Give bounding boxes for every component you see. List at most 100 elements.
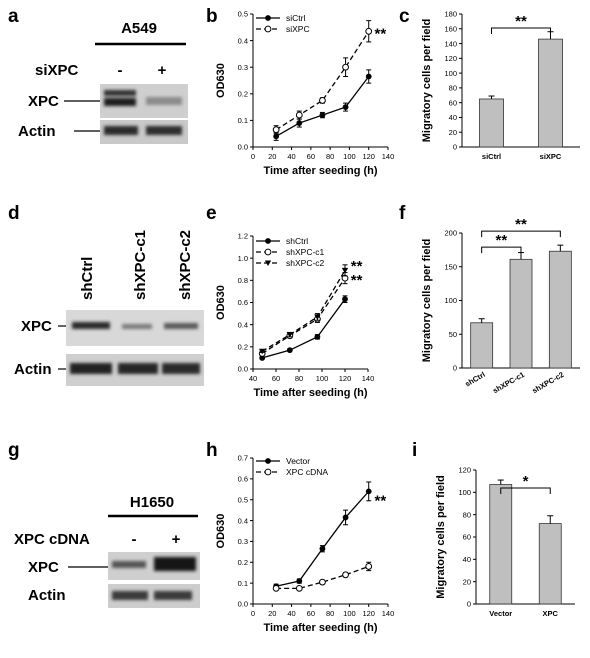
panel-letter-c: c xyxy=(399,6,410,27)
x-tick-label: 20 xyxy=(268,152,276,161)
legend-label: siXPC xyxy=(286,24,310,34)
data-point-3 xyxy=(341,267,349,274)
significance-mark: ** xyxy=(351,258,363,275)
x-axis-title: Time after seeding (h) xyxy=(253,387,367,399)
blot-bands-actin-a xyxy=(104,126,182,135)
blot-bands-xpc-g xyxy=(112,557,196,571)
significance-bracket xyxy=(481,230,561,238)
data-point-2 xyxy=(319,112,326,118)
data-point-3 xyxy=(342,104,349,110)
y-tick-label: 120 xyxy=(458,466,471,475)
y-tick-label: 0.0 xyxy=(238,365,248,374)
x-tick-label: shCtrl xyxy=(463,370,486,389)
x-tick-label: 60 xyxy=(272,374,280,383)
y-tick-label: 20 xyxy=(449,128,457,137)
series-shxpc-c2 xyxy=(259,264,349,355)
bar-shctrl xyxy=(470,322,494,369)
legend-entry-0: Vector xyxy=(256,456,310,466)
x-tick-label: 120 xyxy=(362,152,375,161)
data-point-0 xyxy=(259,348,266,355)
data-point-4 xyxy=(365,488,372,495)
series-xpc-cdna xyxy=(272,561,373,592)
y-tick-label: 180 xyxy=(444,10,457,19)
x-tick-label: 120 xyxy=(339,374,352,383)
y-tick-label: 140 xyxy=(444,39,457,48)
y-tick-label: 0.5 xyxy=(238,495,248,504)
data-point-legend xyxy=(264,25,272,33)
data-point-legend xyxy=(264,248,272,256)
bar-shxpc-c1 xyxy=(509,258,533,369)
y-tick-label: 1.0 xyxy=(238,254,248,263)
lane-label-d-3: shXPC-c2 xyxy=(177,230,194,300)
y-tick-label: 0.4 xyxy=(238,320,248,329)
y-tick-label: 150 xyxy=(444,262,457,271)
x-axis-title: Time after seeding (h) xyxy=(263,622,377,634)
significance-mark: ** xyxy=(495,232,507,249)
series-line xyxy=(261,270,346,352)
data-point-4 xyxy=(365,27,373,35)
panel-g-western-blot: g H1650 XPC cDNA - + XPC Actin xyxy=(8,440,200,608)
y-axis-title: OD630 xyxy=(215,285,227,320)
lane-mark-a-2: + xyxy=(158,62,167,79)
chart-f-migration-shxpc: 0 50 100 150 200 Migratory cells per field shC… xyxy=(421,216,580,395)
data-point-legend xyxy=(265,458,271,464)
x-tick-label: 140 xyxy=(382,152,395,161)
x-tick-label: 0 xyxy=(251,152,255,161)
data-point-3 xyxy=(342,514,349,521)
legend-entry-0: siCtrl xyxy=(256,13,305,23)
y-tick-label: 100 xyxy=(458,488,471,497)
data-point-1 xyxy=(286,332,293,338)
y-tick-label: 200 xyxy=(444,229,457,238)
blot-label-xpc-a: XPC xyxy=(28,93,59,110)
series-vector xyxy=(273,481,372,590)
y-tick-label: 0.7 xyxy=(238,454,248,463)
significance-mark: ** xyxy=(375,26,387,43)
y-tick-label: 20 xyxy=(463,577,471,586)
significance-bracket xyxy=(491,27,551,34)
x-tick-label: 140 xyxy=(382,609,395,618)
x-tick-label: Vector xyxy=(489,609,512,618)
x-tick-label: 0 xyxy=(251,609,255,618)
y-axis-title: Migratory cells per field xyxy=(421,19,433,142)
y-tick-label: 0.4 xyxy=(238,516,248,525)
series-line xyxy=(275,30,370,131)
data-point-0 xyxy=(272,126,280,134)
blot-label-xpc-g: XPC xyxy=(28,559,59,576)
lane-label-d-1: shCtrl xyxy=(79,257,96,300)
data-point-1 xyxy=(286,347,293,354)
x-tick-label: siXPC xyxy=(540,152,562,161)
y-tick-label: 0.6 xyxy=(238,298,248,307)
cell-line-label-g: H1650 xyxy=(130,494,174,511)
x-tick-label: 40 xyxy=(287,152,295,161)
y-tick-label: 0.3 xyxy=(238,537,248,546)
series-line xyxy=(262,298,346,359)
x-tick-label: shXPC-c1 xyxy=(491,370,526,395)
significance-mark: ** xyxy=(515,216,527,233)
significance-bracket xyxy=(500,487,551,494)
series-sixpc xyxy=(272,20,373,135)
data-point-1 xyxy=(296,120,303,126)
y-tick-label: 50 xyxy=(449,330,457,339)
y-axis-title: Migratory cells per field xyxy=(421,239,433,362)
lane-mark-g-2: + xyxy=(172,531,181,548)
y-tick-label: 0.0 xyxy=(238,600,248,609)
chart-c-migration-sixpc: 0 20 40 60 80 100 120 140 160 180 Migratory cells … xyxy=(421,10,580,161)
x-tick-label: 60 xyxy=(307,152,315,161)
lane-mark-a-1: - xyxy=(118,62,123,79)
chart-b-growth-sixpc: 0.0 0.1 0.2 0.3 0.4 0.5 0 20 40 60 80 100 120 140 Time… xyxy=(215,10,394,177)
series-line xyxy=(275,76,370,137)
y-tick-label: 0.1 xyxy=(238,116,248,125)
treatment-label-g: XPC cDNA xyxy=(14,531,90,548)
panel-letter-e: e xyxy=(206,203,217,224)
y-tick-label: 0.1 xyxy=(238,579,248,588)
data-point-legend xyxy=(265,238,271,244)
y-tick-label: 60 xyxy=(463,533,471,542)
significance-bracket xyxy=(481,246,522,254)
y-tick-label: 80 xyxy=(449,84,457,93)
data-point-legend xyxy=(265,15,271,21)
legend-entry-1: siXPC xyxy=(256,24,310,34)
y-axis-title: OD630 xyxy=(215,63,227,98)
y-tick-label: 0.2 xyxy=(238,90,248,99)
x-tick-label: 40 xyxy=(249,374,257,383)
blot-label-actin-a: Actin xyxy=(18,123,56,140)
